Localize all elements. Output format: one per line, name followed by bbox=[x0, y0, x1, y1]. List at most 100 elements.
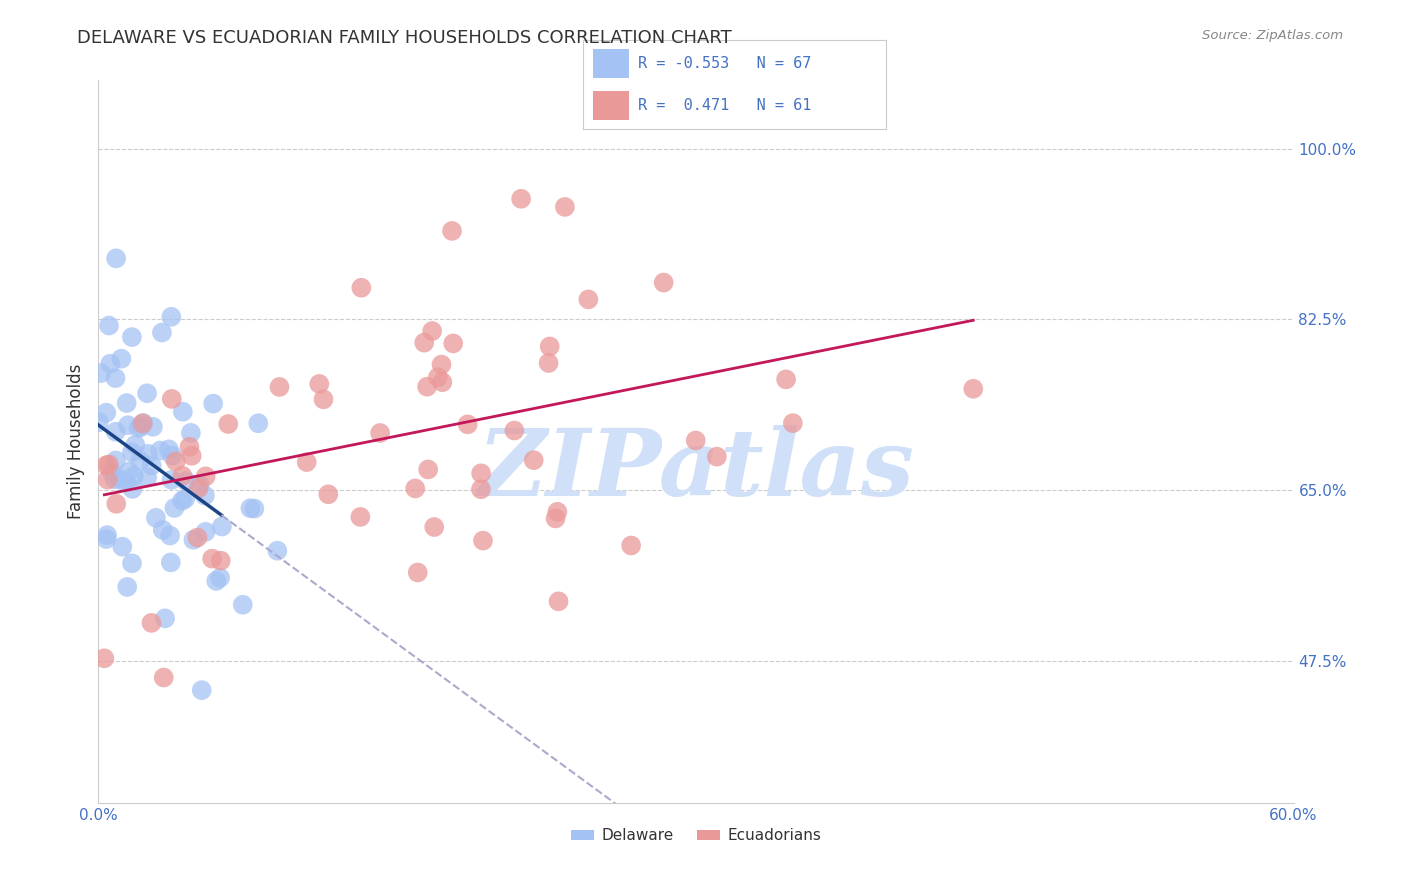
Point bbox=[141, 615, 163, 630]
Point bbox=[96, 528, 118, 542]
Point bbox=[544, 511, 567, 525]
Point bbox=[159, 555, 181, 569]
Point bbox=[114, 475, 136, 490]
Text: ZIPatlas: ZIPatlas bbox=[478, 425, 914, 516]
Point bbox=[205, 574, 228, 588]
FancyBboxPatch shape bbox=[592, 49, 628, 78]
Point bbox=[426, 370, 449, 384]
Point bbox=[87, 415, 110, 429]
Text: R =  0.471   N = 61: R = 0.471 N = 61 bbox=[638, 98, 811, 112]
Text: R = -0.553   N = 67: R = -0.553 N = 67 bbox=[638, 56, 811, 70]
Point bbox=[194, 489, 217, 503]
Point bbox=[523, 453, 546, 467]
Point bbox=[131, 417, 153, 431]
Point bbox=[129, 454, 152, 468]
Point bbox=[153, 611, 176, 625]
Point bbox=[404, 482, 426, 496]
Point bbox=[470, 467, 492, 481]
Point bbox=[98, 357, 121, 371]
Point bbox=[430, 358, 453, 372]
Point bbox=[243, 501, 266, 516]
Point bbox=[510, 192, 533, 206]
Point bbox=[538, 339, 561, 353]
Point bbox=[349, 510, 371, 524]
Point bbox=[128, 421, 150, 435]
Point bbox=[121, 482, 143, 496]
Point bbox=[413, 335, 436, 350]
Point bbox=[145, 511, 167, 525]
Point bbox=[547, 594, 569, 608]
Point bbox=[129, 419, 152, 434]
Point bbox=[186, 531, 208, 545]
Point bbox=[98, 318, 121, 333]
Point bbox=[312, 392, 335, 407]
Point bbox=[420, 324, 443, 338]
Point bbox=[503, 424, 526, 438]
Point bbox=[266, 543, 288, 558]
Point bbox=[122, 469, 145, 483]
Point bbox=[104, 472, 127, 486]
Point bbox=[121, 445, 143, 459]
Point bbox=[101, 466, 124, 480]
Point bbox=[108, 472, 131, 486]
Point bbox=[160, 392, 183, 406]
Point bbox=[441, 336, 464, 351]
Point bbox=[111, 540, 134, 554]
Point bbox=[187, 481, 209, 495]
Point bbox=[546, 505, 568, 519]
Legend: Delaware, Ecuadorians: Delaware, Ecuadorians bbox=[565, 822, 827, 849]
Point bbox=[247, 416, 270, 430]
Point bbox=[782, 416, 804, 430]
Point bbox=[96, 532, 118, 546]
Point bbox=[152, 523, 174, 537]
Point bbox=[232, 598, 254, 612]
Point bbox=[481, 53, 503, 67]
Point bbox=[962, 382, 984, 396]
Point bbox=[706, 450, 728, 464]
Point bbox=[96, 406, 118, 420]
Point bbox=[554, 200, 576, 214]
Point bbox=[620, 539, 643, 553]
Point bbox=[105, 252, 128, 266]
Point bbox=[318, 487, 340, 501]
Point bbox=[217, 417, 239, 431]
Text: DELAWARE VS ECUADORIAN FAMILY HOUSEHOLDS CORRELATION CHART: DELAWARE VS ECUADORIAN FAMILY HOUSEHOLDS… bbox=[77, 29, 733, 46]
Point bbox=[157, 442, 180, 457]
Y-axis label: Family Households: Family Households bbox=[66, 364, 84, 519]
Point bbox=[180, 425, 202, 440]
Point bbox=[432, 375, 454, 389]
Point bbox=[121, 557, 143, 571]
Point bbox=[136, 447, 159, 461]
Point bbox=[537, 356, 560, 370]
Point bbox=[188, 477, 211, 491]
Point bbox=[115, 396, 138, 410]
Point bbox=[202, 396, 225, 410]
Point bbox=[104, 425, 127, 439]
Point bbox=[194, 524, 217, 539]
Point bbox=[104, 371, 127, 385]
Point bbox=[159, 528, 181, 542]
Point bbox=[472, 533, 495, 548]
Point bbox=[190, 683, 212, 698]
Point bbox=[115, 580, 138, 594]
Point bbox=[124, 438, 146, 452]
Point bbox=[576, 293, 599, 307]
Point bbox=[163, 501, 186, 516]
Point bbox=[209, 554, 232, 568]
Point bbox=[141, 458, 163, 473]
Point bbox=[160, 473, 183, 487]
Point bbox=[93, 651, 115, 665]
Point bbox=[418, 462, 440, 476]
Point bbox=[90, 366, 112, 380]
Point bbox=[142, 419, 165, 434]
Point bbox=[423, 520, 446, 534]
Point bbox=[149, 443, 172, 458]
Point bbox=[416, 379, 439, 393]
Point bbox=[132, 416, 155, 430]
Point bbox=[406, 566, 429, 580]
Point bbox=[652, 276, 675, 290]
Text: Source: ZipAtlas.com: Source: ZipAtlas.com bbox=[1202, 29, 1343, 42]
FancyBboxPatch shape bbox=[592, 91, 628, 120]
Point bbox=[170, 493, 193, 508]
Point bbox=[239, 501, 262, 516]
